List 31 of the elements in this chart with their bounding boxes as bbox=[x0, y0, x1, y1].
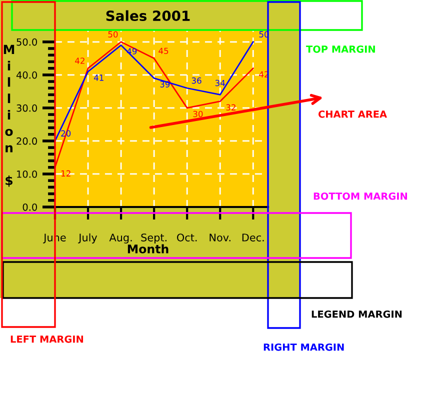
x-tick-label: Aug. bbox=[109, 234, 132, 244]
y-tick-label: 50.0 bbox=[16, 38, 37, 46]
x-tick-label: Oct. bbox=[177, 234, 197, 242]
chart-title: Sales 2001 bbox=[106, 10, 190, 22]
x-tick-label: Nov. bbox=[210, 234, 230, 242]
text: LEFT MARGIN bbox=[10, 335, 84, 343]
data-label: 34 bbox=[215, 80, 225, 86]
x-tick-label: Dec. bbox=[242, 234, 264, 242]
y-tick-label: 30.0 bbox=[16, 104, 37, 112]
y-tick-label: 0.0 bbox=[22, 203, 37, 211]
x-tick-label: Sept. bbox=[141, 234, 166, 244]
y-tick-label: 10.0 bbox=[17, 170, 37, 178]
line-series bbox=[55, 41, 254, 142]
data-label: 32 bbox=[226, 104, 236, 111]
text: TOP MARGIN bbox=[306, 45, 375, 53]
data-label: 12 bbox=[61, 170, 70, 176]
text: Million $ bbox=[4, 44, 14, 187]
data-label: 50 bbox=[108, 31, 118, 38]
x-tick-label: July bbox=[78, 233, 98, 244]
y-tick-label: 20.0 bbox=[16, 137, 37, 145]
text: BOTTOM MARGIN bbox=[314, 192, 408, 200]
text: RIGHT MARGIN bbox=[264, 343, 344, 351]
data-label: 42 bbox=[75, 58, 84, 64]
text: CHART AREA bbox=[318, 110, 387, 118]
x-axis-title: Month bbox=[128, 244, 168, 254]
data-label: 36 bbox=[192, 77, 202, 84]
y-tick-label: 40.0 bbox=[16, 71, 37, 79]
text: LEGEND MARGIN bbox=[312, 310, 402, 318]
data-label: 30 bbox=[193, 110, 203, 118]
data-label: 45 bbox=[158, 48, 168, 54]
data-label: 41 bbox=[94, 74, 104, 81]
